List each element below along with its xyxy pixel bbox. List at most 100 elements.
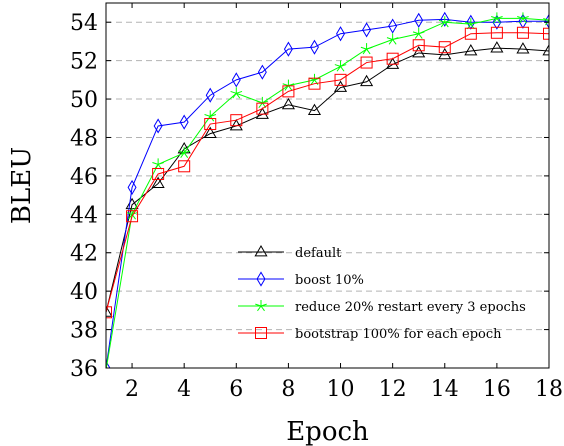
data-point — [466, 14, 476, 30]
data-point — [464, 27, 477, 40]
data-point — [334, 60, 347, 72]
y-tick-label: 52 — [70, 50, 98, 75]
y-tick-label: 42 — [70, 242, 98, 267]
data-point — [205, 87, 215, 103]
series-line — [106, 17, 549, 368]
data-point — [178, 146, 191, 158]
series-reduce-20-restart-every-3-epochs — [106, 12, 549, 368]
legend-label: bootstrap 100% for each epoch — [295, 327, 502, 342]
data-point — [204, 118, 217, 131]
x-axis-title: Epoch — [286, 417, 369, 446]
legend-marker — [256, 271, 266, 287]
data-point — [127, 179, 137, 196]
data-point — [229, 118, 243, 131]
y-tick-label: 36 — [70, 357, 98, 382]
data-point — [231, 72, 241, 88]
data-point — [230, 87, 243, 99]
data-point — [255, 107, 269, 119]
data-point — [281, 97, 295, 110]
data-point — [360, 43, 373, 55]
x-tick-label: 14 — [431, 377, 459, 402]
data-point — [203, 126, 217, 139]
data-point — [333, 80, 348, 92]
data-point — [151, 176, 165, 188]
legend-label: default — [295, 246, 342, 261]
y-axis-title: BLEU — [7, 147, 37, 224]
data-point — [412, 45, 426, 58]
data-point — [386, 33, 399, 45]
data-point — [106, 306, 112, 319]
data-point — [152, 158, 164, 170]
legend-entry: reduce 20% restart every 3 epochs — [238, 300, 526, 315]
data-point — [257, 64, 267, 80]
data-point — [516, 26, 529, 39]
data-point — [230, 114, 243, 127]
series-layer — [106, 11, 549, 368]
data-point — [440, 11, 450, 27]
data-point — [308, 77, 321, 90]
grid-lines — [106, 21, 549, 369]
x-tick-label: 16 — [483, 377, 511, 402]
legend-label: reduce 20% restart every 3 epochs — [295, 300, 526, 315]
data-point — [179, 114, 189, 130]
data-point — [360, 74, 374, 87]
legend-entry: boost 10% — [238, 271, 364, 288]
data-point — [542, 44, 549, 56]
data-point — [490, 41, 504, 53]
data-point — [543, 27, 549, 40]
data-point — [362, 22, 372, 38]
series-boost-10 — [106, 11, 549, 368]
data-point — [412, 39, 425, 52]
data-point — [438, 41, 451, 54]
legend-entry: bootstrap 100% for each epoch — [238, 327, 502, 342]
x-tick-label: 10 — [327, 377, 355, 402]
data-point — [490, 26, 503, 39]
legend-marker — [255, 300, 267, 312]
data-point — [152, 167, 165, 180]
data-point — [256, 102, 269, 115]
x-tick-label: 6 — [229, 377, 243, 402]
legend: default boost 10% reduce 20% restart every… — [238, 244, 526, 342]
data-point — [543, 14, 549, 26]
data-point — [491, 12, 503, 24]
data-point — [334, 73, 347, 86]
data-point — [283, 41, 293, 57]
data-point — [386, 52, 399, 65]
x-tick-label: 8 — [281, 377, 295, 402]
legend-entry: default — [238, 244, 342, 261]
legend-label: boost 10% — [295, 273, 364, 288]
y-tick-label: 50 — [70, 88, 98, 113]
data-point — [126, 210, 139, 223]
y-tick-label: 48 — [70, 126, 98, 151]
data-point — [153, 118, 163, 134]
data-point — [388, 18, 398, 34]
series-line — [106, 18, 549, 368]
data-point — [309, 39, 319, 55]
y-tick-label: 44 — [70, 203, 98, 228]
series-bootstrap-100-for-each-epoch — [106, 26, 549, 319]
y-tick-label: 40 — [70, 280, 98, 305]
data-point — [178, 160, 191, 173]
data-point — [256, 96, 269, 109]
data-point — [307, 103, 322, 115]
data-point — [516, 42, 530, 54]
series-line — [106, 32, 549, 313]
data-point — [412, 27, 425, 39]
data-point — [517, 12, 529, 24]
data-point — [336, 26, 346, 42]
data-point — [282, 79, 295, 91]
data-point — [106, 305, 113, 317]
x-tick-label: 4 — [177, 377, 191, 402]
y-tick-label: 38 — [70, 319, 98, 344]
x-tick-label: 18 — [535, 377, 563, 402]
data-point — [106, 360, 111, 368]
data-point — [360, 56, 373, 69]
y-tick-label: 54 — [70, 11, 98, 36]
data-point — [282, 85, 295, 98]
x-tick-label: 12 — [379, 377, 407, 402]
data-point — [204, 110, 217, 122]
data-point — [464, 44, 478, 56]
data-point — [414, 12, 424, 28]
